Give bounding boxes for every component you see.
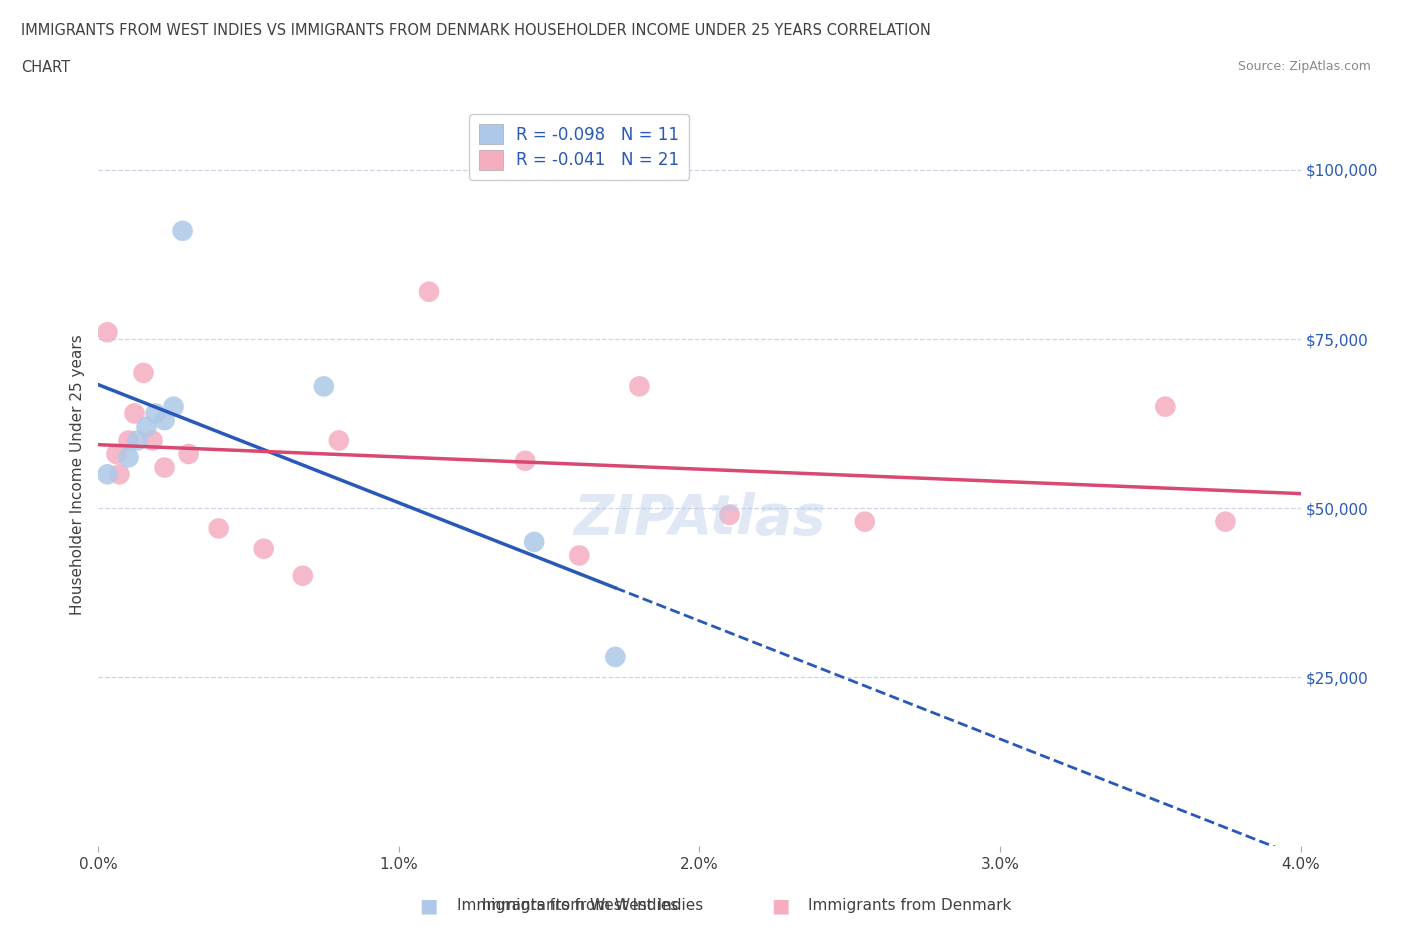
Text: Source: ZipAtlas.com: Source: ZipAtlas.com <box>1237 60 1371 73</box>
Point <box>568 548 591 563</box>
Point <box>162 399 184 414</box>
Point <box>418 285 440 299</box>
Point <box>153 460 176 475</box>
Point <box>605 649 627 664</box>
Point <box>1215 514 1237 529</box>
Point <box>177 446 200 461</box>
Point <box>515 453 537 468</box>
Legend: R = -0.098   N = 11, R = -0.041   N = 21: R = -0.098 N = 11, R = -0.041 N = 21 <box>470 114 689 179</box>
Point <box>127 433 149 448</box>
Point <box>1154 399 1177 414</box>
Point <box>105 446 128 461</box>
Point <box>208 521 231 536</box>
Text: IMMIGRANTS FROM WEST INDIES VS IMMIGRANTS FROM DENMARK HOUSEHOLDER INCOME UNDER : IMMIGRANTS FROM WEST INDIES VS IMMIGRANT… <box>21 23 931 38</box>
Text: Immigrants from West Indies: Immigrants from West Indies <box>482 898 703 913</box>
Text: Immigrants from West Indies: Immigrants from West Indies <box>457 898 678 913</box>
Text: ZIPAtlas: ZIPAtlas <box>574 492 825 546</box>
Point <box>117 433 139 448</box>
Y-axis label: Householder Income Under 25 years: Householder Income Under 25 years <box>70 334 86 615</box>
Text: ■: ■ <box>419 897 439 915</box>
Text: CHART: CHART <box>21 60 70 75</box>
Point <box>132 365 155 380</box>
Point <box>135 419 157 434</box>
Point <box>124 406 146 421</box>
Point <box>718 508 741 523</box>
Point <box>153 413 176 428</box>
Point <box>172 223 194 238</box>
Text: Immigrants from Denmark: Immigrants from Denmark <box>808 898 1012 913</box>
Point <box>291 568 314 583</box>
Text: ■: ■ <box>770 897 790 915</box>
Point <box>253 541 276 556</box>
Point <box>108 467 131 482</box>
Point <box>117 450 139 465</box>
Point <box>328 433 350 448</box>
Point <box>523 535 546 550</box>
Point <box>312 379 335 393</box>
Point <box>96 467 118 482</box>
Point <box>96 325 118 339</box>
Point <box>628 379 651 393</box>
Point <box>853 514 876 529</box>
Point <box>141 433 163 448</box>
Point <box>145 406 167 421</box>
